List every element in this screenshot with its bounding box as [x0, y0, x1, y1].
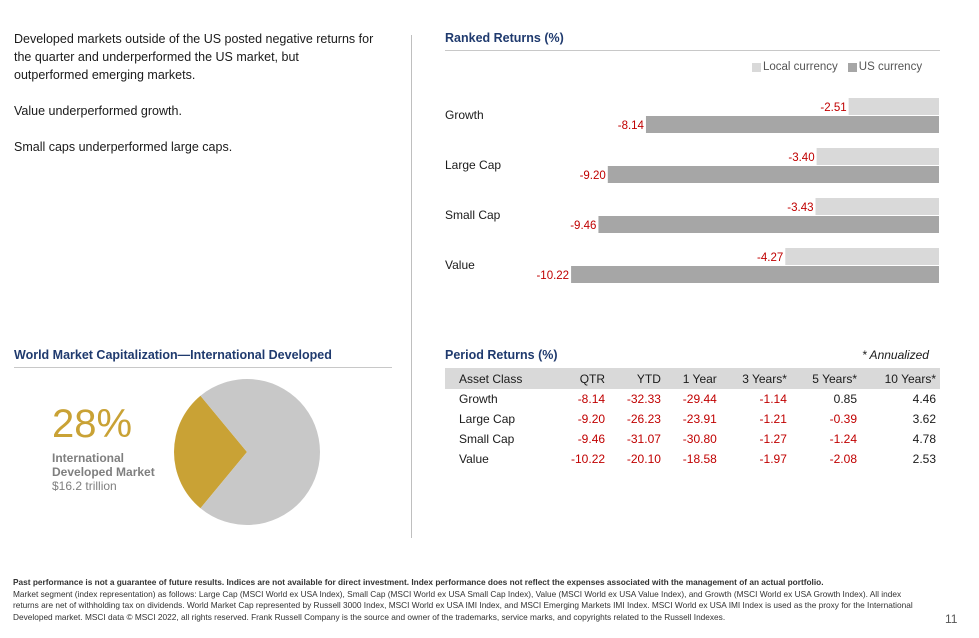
asset-class-cell: Small Cap	[459, 432, 515, 446]
return-cell: -8.14	[577, 392, 606, 406]
return-cell: -9.20	[577, 412, 606, 426]
commentary: Developed markets outside of the US post…	[14, 30, 374, 174]
return-cell: -30.80	[682, 432, 717, 446]
data-label: -9.20	[580, 170, 606, 182]
return-cell: -9.46	[577, 432, 606, 446]
pie-slice-international-developed	[174, 395, 247, 509]
header-1-year: 1 Year	[664, 368, 721, 389]
data-label: -10.22	[536, 270, 569, 282]
table-row: Large Cap -9.20 -26.23 -23.91 -1.21 -0.39 3.62	[445, 409, 940, 429]
commentary-paragraph: Small caps underperformed large caps.	[14, 140, 233, 154]
market-cap-percent: 28%	[52, 402, 133, 446]
return-cell: -31.07	[626, 432, 661, 446]
market-cap-label-line2: Developed Market	[52, 465, 155, 479]
return-cell: -1.27	[759, 432, 787, 446]
return-cell: -1.14	[759, 392, 787, 406]
market-cap-value: $16.2 trillion	[52, 479, 117, 493]
asset-class-cell: Growth	[459, 392, 498, 406]
header-10-years: 10 Years*	[861, 368, 940, 389]
legend-item-local: Local currency	[752, 61, 838, 73]
return-cell: -1.97	[759, 452, 787, 466]
data-label: -3.40	[788, 152, 814, 164]
data-label: -8.14	[618, 120, 645, 132]
return-cell: 4.46	[912, 392, 936, 406]
annualized-note: * Annualized	[862, 348, 929, 362]
return-cell: -29.44	[682, 392, 717, 406]
data-label: -4.27	[757, 252, 783, 264]
market-cap-rule	[14, 367, 392, 368]
table-row: Growth -8.14 -32.33 -29.44 -1.14 0.85 4.46	[445, 389, 940, 409]
period-returns-title: Period Returns (%)	[445, 348, 558, 362]
market-cap-label: International Developed Market	[52, 451, 182, 479]
bar-local-currency	[816, 148, 939, 165]
return-cell: 2.53	[912, 452, 936, 466]
legend-label-usd: US currency	[858, 61, 923, 73]
return-cell: -1.24	[829, 432, 857, 446]
table-body: Growth -8.14 -32.33 -29.44 -1.14 0.85 4.46 Larg…	[445, 389, 940, 469]
header-qtr: QTR	[553, 368, 610, 389]
bar-local-currency	[785, 248, 939, 265]
ranked-returns-title: Ranked Returns (%)	[445, 31, 564, 45]
data-label: -3.43	[787, 202, 813, 214]
market-cap-label-line1: International	[52, 451, 125, 465]
data-label: -2.51	[820, 102, 846, 114]
footnote: Past performance is not a guarantee of f…	[13, 577, 913, 623]
ranked-returns-rule	[445, 50, 940, 51]
legend-swatch-usd	[847, 62, 857, 72]
bar-local-currency	[815, 198, 939, 215]
bar-us-currency	[607, 166, 939, 183]
return-cell: 4.78	[912, 432, 936, 446]
return-cell: -32.33	[626, 392, 661, 406]
return-cell: -18.58	[682, 452, 717, 466]
asset-class-cell: Large Cap	[459, 412, 516, 426]
bar-us-currency	[571, 266, 939, 283]
footnote-details: Market segment (index representation) as…	[13, 588, 913, 622]
return-cell: 0.85	[833, 392, 857, 406]
legend-item-usd: US currency	[847, 61, 923, 73]
data-label: -9.46	[570, 220, 596, 232]
commentary-paragraph: Value underperformed growth.	[14, 104, 182, 118]
category-label: Growth	[445, 108, 484, 122]
header-3-years: 3 Years*	[720, 368, 791, 389]
return-cell: -23.91	[682, 412, 717, 426]
market-cap-pie	[174, 379, 320, 525]
header-ytd: YTD	[609, 368, 665, 389]
category-label: Small Cap	[445, 208, 501, 222]
return-cell: 3.62	[912, 412, 936, 426]
return-cell: -2.08	[829, 452, 857, 466]
header-5-years: 5 Years*	[790, 368, 861, 389]
category-label: Large Cap	[445, 158, 501, 172]
bar-us-currency	[645, 116, 939, 133]
pie-slice-rest-of-world	[200, 379, 320, 525]
legend-label-local: Local currency	[763, 61, 838, 73]
return-cell: -10.22	[571, 452, 606, 466]
category-label: Value	[445, 258, 475, 272]
return-cell: -0.39	[829, 412, 857, 426]
asset-class-cell: Value	[459, 452, 489, 466]
bar-local-currency	[848, 98, 939, 115]
commentary-paragraph: Developed markets outside of the US post…	[14, 32, 374, 82]
ranked-returns-chart: Growth -2.51 -8.14 Large Cap -3.40 -9.20 Small…	[445, 98, 939, 283]
chart-legend: Local currency US currency	[752, 61, 922, 73]
return-cell: -26.23	[626, 412, 661, 426]
return-cell: -1.21	[759, 412, 787, 426]
header-asset-class: Asset Class	[445, 368, 554, 389]
table-row: Small Cap -9.46 -31.07 -30.80 -1.27 -1.24 4.78	[445, 429, 940, 449]
table-header-row: Asset Class QTR YTD 1 Year 3 Years* 5 Ye…	[445, 368, 940, 389]
footnote-disclaimer: Past performance is not a guarantee of f…	[13, 577, 824, 587]
period-returns-table: Asset Class QTR YTD 1 Year 3 Years* 5 Ye…	[445, 368, 940, 469]
page-number: 11	[945, 612, 958, 626]
vertical-divider	[411, 35, 412, 538]
market-cap-title: World Market Capitalization—Internationa…	[14, 348, 332, 362]
bar-us-currency	[598, 216, 939, 233]
legend-swatch-local	[752, 62, 761, 72]
return-cell: -20.10	[626, 452, 661, 466]
table-row: Value -10.22 -20.10 -18.58 -1.97 -2.08 2.53	[445, 449, 940, 469]
